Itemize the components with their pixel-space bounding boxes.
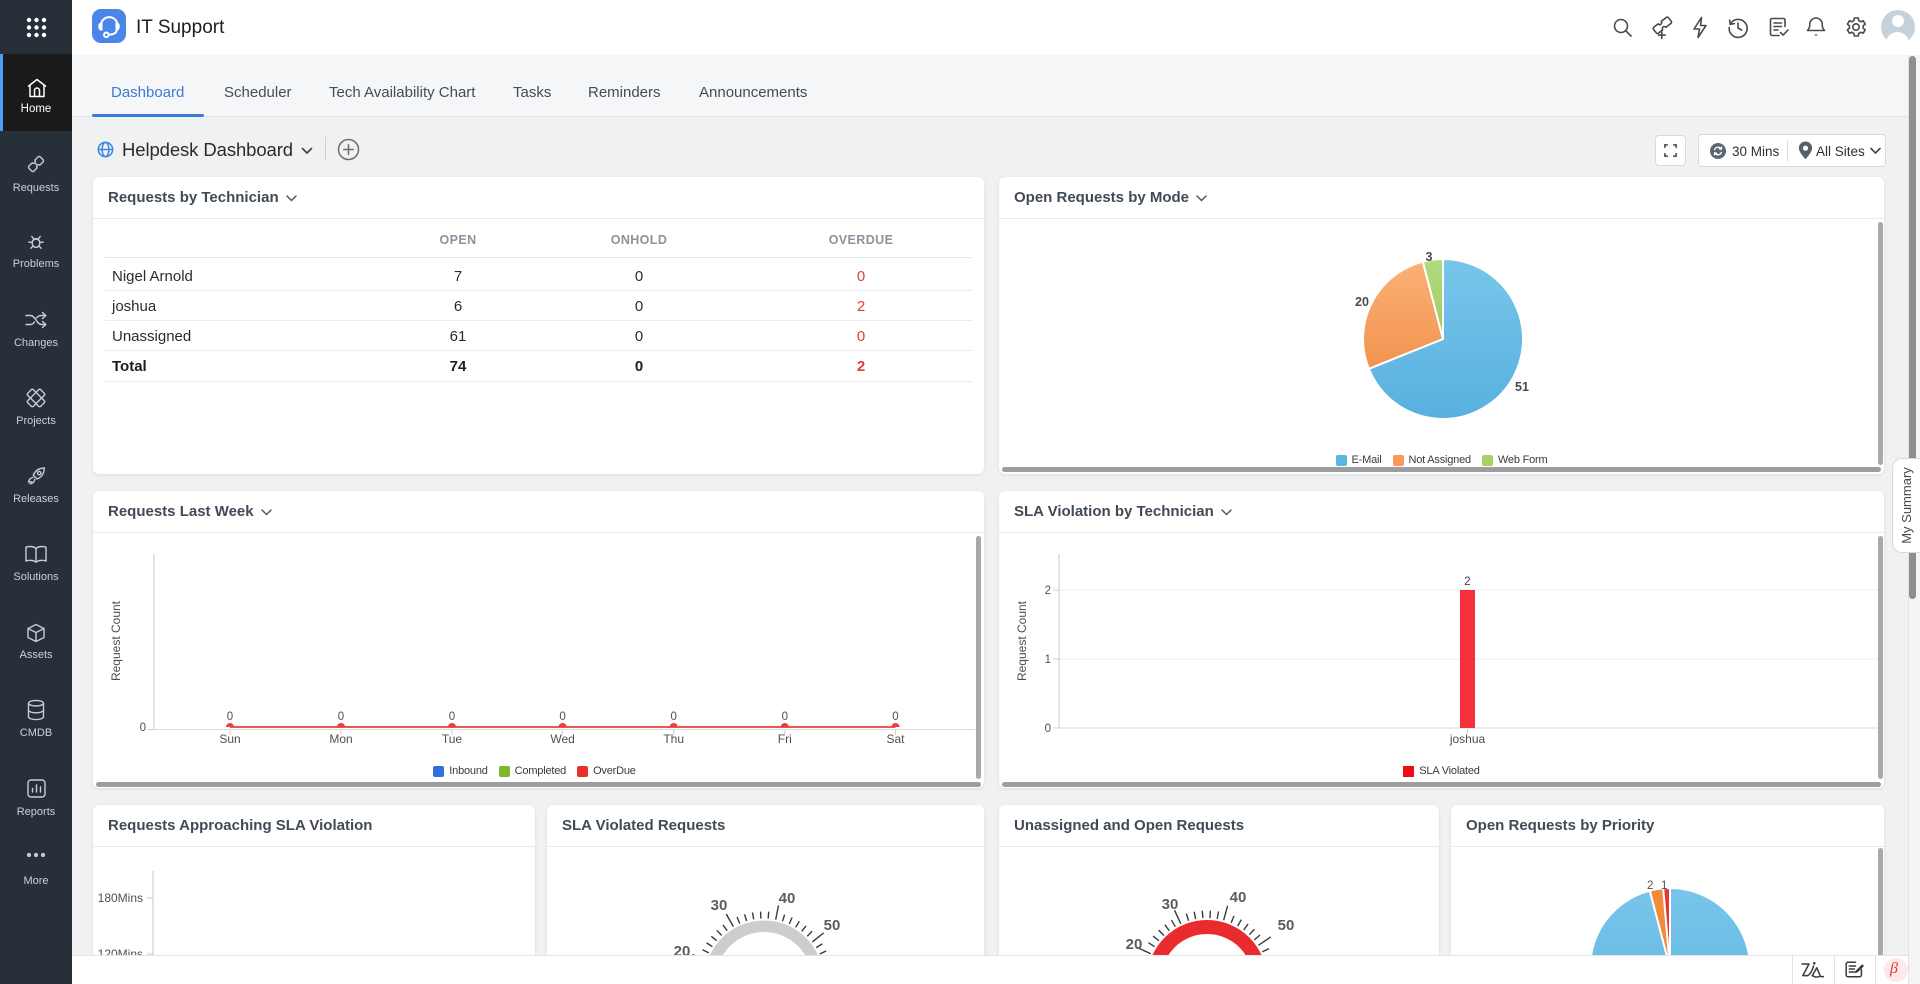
svg-text:50: 50	[1278, 917, 1295, 934]
svg-text:0: 0	[670, 711, 676, 723]
svg-text:Mon: Mon	[329, 732, 352, 746]
svg-text:40: 40	[779, 890, 796, 907]
svg-text:Tue: Tue	[442, 732, 463, 746]
svg-text:180Mins: 180Mins	[98, 891, 143, 905]
svg-text:Request Count: Request Count	[1015, 600, 1029, 681]
svg-text:20: 20	[1126, 936, 1143, 953]
svg-text:joshua: joshua	[1449, 732, 1486, 746]
svg-text:0: 0	[227, 711, 233, 723]
svg-text:Request Count: Request Count	[109, 600, 123, 681]
svg-text:1: 1	[1045, 654, 1051, 666]
svg-text:Sat: Sat	[886, 732, 905, 746]
svg-text:Fri: Fri	[778, 732, 792, 746]
svg-text:30: 30	[1162, 896, 1179, 913]
svg-text:2: 2	[1647, 880, 1653, 892]
svg-text:0: 0	[140, 722, 146, 734]
svg-text:1: 1	[1661, 880, 1667, 892]
svg-text:0: 0	[1045, 723, 1051, 735]
svg-text:0: 0	[338, 711, 344, 723]
svg-text:2: 2	[1045, 585, 1051, 597]
svg-text:20: 20	[674, 943, 691, 957]
svg-text:0: 0	[782, 711, 788, 723]
svg-text:30: 30	[711, 897, 728, 914]
svg-text:0: 0	[559, 711, 565, 723]
svg-text:51: 51	[1515, 380, 1529, 394]
svg-text:2: 2	[1464, 576, 1470, 588]
svg-text:0: 0	[892, 711, 898, 723]
svg-text:50: 50	[824, 917, 841, 934]
svg-text:40: 40	[1230, 889, 1247, 906]
svg-text:Thu: Thu	[663, 732, 684, 746]
svg-text:20: 20	[1355, 295, 1369, 309]
svg-text:0: 0	[449, 711, 455, 723]
svg-text:Wed: Wed	[550, 732, 574, 746]
svg-text:3: 3	[1426, 250, 1433, 264]
svg-text:Sun: Sun	[219, 732, 240, 746]
svg-text:120Mins: 120Mins	[98, 947, 143, 957]
